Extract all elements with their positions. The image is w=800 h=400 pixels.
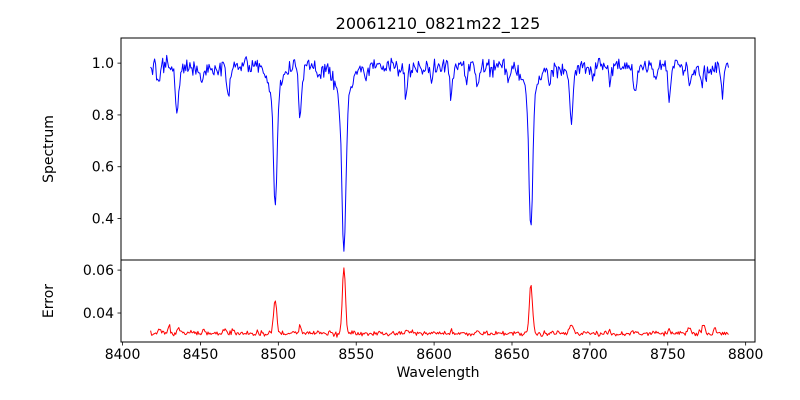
spectrum-panel bbox=[120, 37, 756, 261]
spectrum-y-tick-label: 0.6 bbox=[92, 160, 114, 176]
x-tick-label: 8500 bbox=[261, 347, 297, 363]
error-y-tick-label: 0.04 bbox=[83, 306, 114, 322]
error-line bbox=[150, 267, 729, 338]
x-tick-label: 8450 bbox=[183, 347, 219, 363]
x-tick-label: 8400 bbox=[105, 347, 141, 363]
spectrum-y-ticks: 1.0 0.8 0.6 0.4 bbox=[92, 56, 121, 228]
x-tick-label: 8650 bbox=[494, 347, 530, 363]
x-tick-label: 8800 bbox=[728, 347, 764, 363]
spectrum-line bbox=[150, 54, 729, 252]
x-ticks: 8400 8450 8500 8550 8600 8650 8700 8750 8800 bbox=[105, 342, 764, 363]
x-tick-label: 8550 bbox=[338, 347, 374, 363]
x-tick-label: 8700 bbox=[572, 347, 608, 363]
chart-title: 20061210_0821m22_125 bbox=[335, 14, 541, 33]
error-panel bbox=[120, 259, 756, 343]
x-tick-label: 8750 bbox=[650, 347, 686, 363]
spectrum-y-tick-label: 1.0 bbox=[92, 56, 114, 72]
error-y-ticks: 0.06 0.04 bbox=[83, 263, 121, 322]
spectrum-y-tick-label: 0.8 bbox=[92, 108, 114, 124]
x-tick-label: 8600 bbox=[416, 347, 452, 363]
spectrum-y-tick-label: 0.4 bbox=[92, 212, 114, 228]
x-axis-label: Wavelength bbox=[396, 365, 480, 381]
error-y-tick-label: 0.06 bbox=[83, 263, 114, 279]
